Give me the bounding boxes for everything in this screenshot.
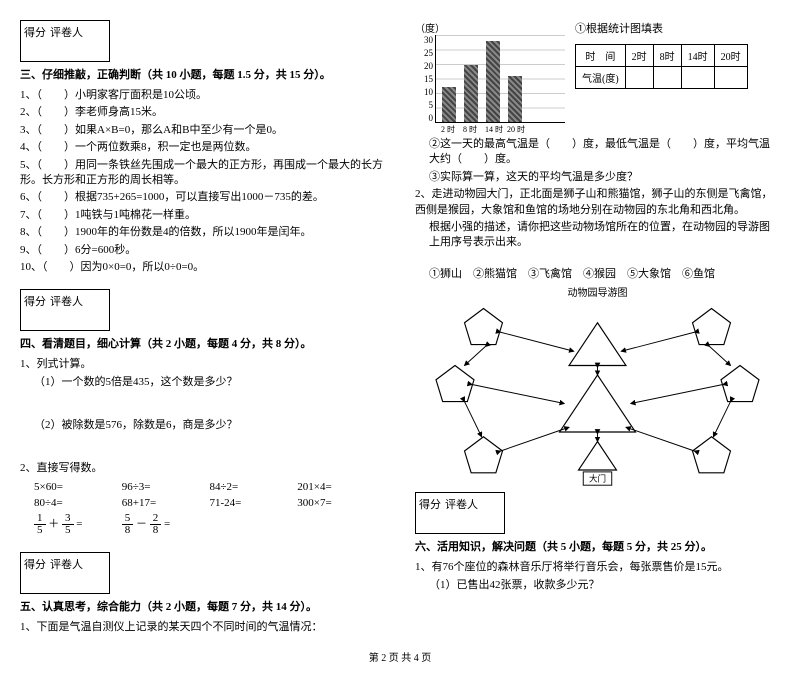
calc-row-3: 15 ＋ 35 = 58 － 28 = <box>20 513 385 536</box>
score-blank <box>23 43 47 59</box>
section6-title: 六、活用知识，解决问题（共 5 小题，每题 5 分，共 25 分）。 <box>415 538 780 554</box>
left-column: 得分评卷人 三、仔细推敲，正确判断（共 10 小题，每题 1.5 分，共 15 … <box>20 20 385 637</box>
s3-q6: 6、（ ）根据735+265=1000，可以直接写出1000－735的差。 <box>20 190 385 205</box>
s4-q2-label: 2、直接写得数。 <box>20 461 385 476</box>
calc-row-2: 80÷4= 68+17= 71-24= 300×7= <box>20 497 385 509</box>
s3-q8: 8、（ ）1900年的年份数是4的倍数，所以1900年是闰年。 <box>20 225 385 240</box>
y-unit: （度） <box>415 20 565 35</box>
s5-q2b: ③实际算一算，这天的平均气温是多少度？ <box>415 170 780 185</box>
map-title: 动物园导游图 <box>415 284 780 299</box>
node-se <box>693 437 731 473</box>
chart-block: （度） 30 25 20 15 10 5 0 <box>415 20 565 135</box>
tri-mid <box>560 375 636 432</box>
node-sw <box>465 437 503 473</box>
s6-q1: 1、有76个座位的森林音乐厅将举行音乐会，每张票售价是15元。 <box>415 560 780 575</box>
frac1b: 35 <box>62 513 74 536</box>
tri-top <box>569 323 626 366</box>
gate-label: 大门 <box>589 473 606 484</box>
chart-right: ①根据统计图填表 时 间 2时 8时 14时 20时 气温(度) <box>575 20 748 89</box>
score-label: 得分 <box>23 23 47 41</box>
page-footer: 第 2 页 共 4 页 <box>20 649 780 664</box>
chart-title: ①根据统计图填表 <box>575 20 748 36</box>
s3-q4: 4、（ ）一个两位数乘8，积一定也是两位数。 <box>20 140 385 155</box>
grader-blank <box>49 43 84 59</box>
section3-title: 三、仔细推敲，正确判断（共 10 小题，每题 1.5 分，共 15 分）。 <box>20 66 385 82</box>
frac2a: 58 <box>122 513 134 536</box>
s5-q2c: 根据小强的描述，请你把这些动物场馆所在的位置，在动物园的导游图上用序号表示出来。 <box>415 220 780 251</box>
s5-q2: 2、走进动物园大门，正北面是狮子山和熊猫馆，狮子山的东侧是飞禽馆，西侧是猴园，大… <box>415 187 780 218</box>
page-columns: 得分评卷人 三、仔细推敲，正确判断（共 10 小题，每题 1.5 分，共 15 … <box>20 20 780 637</box>
zoo-map: 大门 <box>415 299 780 489</box>
chart-and-table: （度） 30 25 20 15 10 5 0 <box>415 20 780 135</box>
frac2b: 28 <box>150 513 162 536</box>
chart-x-axis: 2 时 8 时 14 时 20 时 <box>435 124 565 135</box>
s3-q9: 9、（ ）6分=600秒。 <box>20 243 385 258</box>
right-column: （度） 30 25 20 15 10 5 0 <box>415 20 780 637</box>
chart-bars <box>435 35 565 123</box>
s4-q1b: （2）被除数是576，除数是6，商是多少？ <box>20 418 385 433</box>
bar-8 <box>464 65 478 122</box>
s5-legend: ①狮山 ②熊猫馆 ③飞禽馆 ④猴园 ⑤大象馆 ⑥鱼馆 <box>415 267 780 282</box>
s6-q1a: （1）已售出42张票，收款多少元？ <box>415 578 780 593</box>
s5-q1: 1、下面是气温自测仪上记录的某天四个不同时间的气温情况： <box>20 620 385 635</box>
grader-label: 评卷人 <box>49 23 84 41</box>
tri-bot <box>579 442 617 471</box>
chart-y-axis: 30 25 20 15 10 5 0 <box>415 35 433 123</box>
score-box-5: 得分评卷人 <box>20 552 110 594</box>
score-box-4: 得分评卷人 <box>20 289 110 331</box>
s3-q10: 10、（ ）因为0×0=0，所以0÷0=0。 <box>20 260 385 275</box>
s3-q7: 7、（ ）1吨铁与1吨棉花一样重。 <box>20 208 385 223</box>
temp-table: 时 间 2时 8时 14时 20时 气温(度) <box>575 44 748 89</box>
score-box-6: 得分评卷人 <box>415 492 505 534</box>
section4-title: 四、看清题目，细心计算（共 2 小题，每题 4 分，共 8 分）。 <box>20 335 385 351</box>
node-ne <box>693 309 731 345</box>
calc-row-1: 5×60= 96÷3= 84÷2= 201×4= <box>20 481 385 493</box>
node-e <box>721 366 759 402</box>
frac1a: 15 <box>34 513 46 536</box>
s3-q5: 5、（ ）用同一条铁丝先围成一个最大的正方形，再围成一个最大的长方形。长方形和正… <box>20 158 385 189</box>
bar-14 <box>486 41 500 122</box>
bar-2 <box>442 87 456 122</box>
s5-q2a: ②这一天的最高气温是（ ）度，最低气温是（ ）度，平均气温大约（ ）度。 <box>415 137 780 168</box>
node-w <box>436 366 474 402</box>
node-nw <box>465 309 503 345</box>
bar-chart: 30 25 20 15 10 5 0 2 <box>415 35 565 135</box>
s3-q2: 2、（ ）李老师身高15米。 <box>20 105 385 120</box>
s4-q1a: （1）一个数的5倍是435，这个数是多少？ <box>20 375 385 390</box>
s3-q1: 1、（ ）小明家客厅面积是10公顷。 <box>20 88 385 103</box>
s3-q3: 3、（ ）如果A×B=0，那么A和B中至少有一个是0。 <box>20 123 385 138</box>
bar-20 <box>508 76 522 122</box>
s4-q1-label: 1、列式计算。 <box>20 357 385 372</box>
section5-title: 五、认真思考，综合能力（共 2 小题，每题 7 分，共 14 分）。 <box>20 598 385 614</box>
score-box-3: 得分评卷人 <box>20 20 110 62</box>
